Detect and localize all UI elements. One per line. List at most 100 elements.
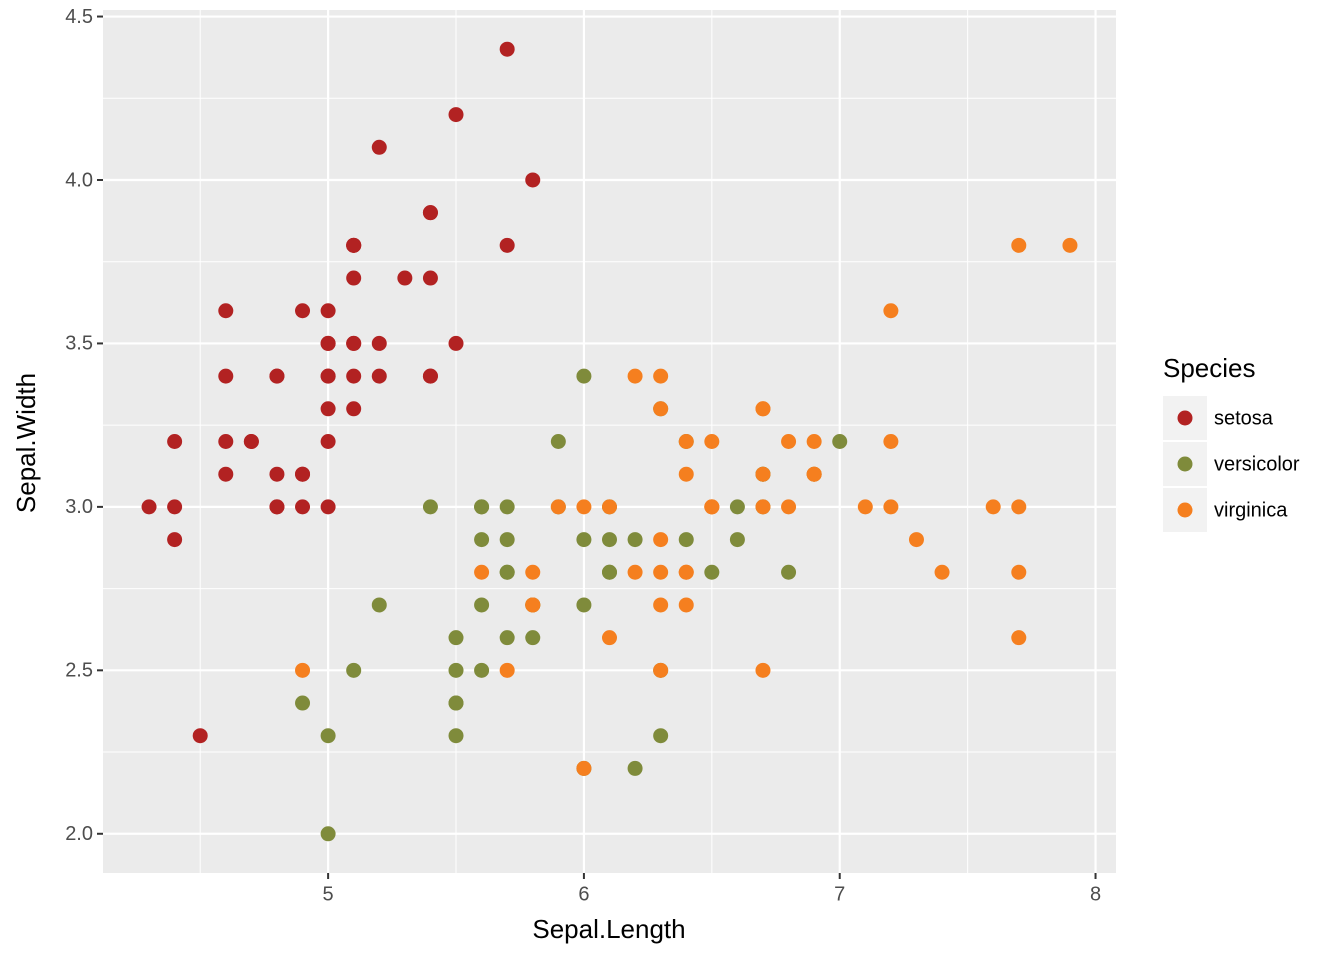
legend-label: versicolor [1214, 453, 1300, 475]
point [729, 499, 745, 515]
legend-label: virginica [1214, 499, 1288, 521]
legend-marker [1177, 456, 1193, 472]
point [653, 728, 669, 744]
point [806, 466, 822, 482]
point [422, 368, 438, 384]
point [602, 630, 617, 646]
point [320, 368, 336, 384]
point [295, 695, 311, 711]
point [627, 368, 643, 384]
point [141, 499, 157, 515]
point [576, 499, 592, 515]
point [346, 270, 362, 286]
point [781, 499, 797, 515]
point [346, 368, 362, 384]
point [422, 205, 438, 221]
point [883, 434, 899, 449]
point [499, 499, 515, 515]
point [525, 172, 541, 188]
point [448, 335, 464, 351]
point [704, 434, 720, 449]
point [678, 434, 694, 449]
point [371, 368, 387, 384]
point [653, 597, 669, 613]
point [269, 499, 285, 515]
x-tick-label: 6 [578, 883, 589, 905]
point [627, 760, 643, 776]
point [602, 532, 617, 548]
point [422, 270, 438, 286]
point [295, 466, 311, 482]
point [678, 564, 694, 580]
point [192, 728, 208, 744]
point [857, 499, 873, 515]
point [678, 597, 694, 613]
point [806, 434, 822, 449]
point [499, 662, 515, 678]
point [167, 434, 183, 449]
y-tick-label: 4.0 [65, 169, 93, 191]
point [320, 401, 336, 417]
point [755, 662, 771, 678]
point [934, 564, 950, 580]
point [576, 368, 592, 384]
point [474, 499, 490, 515]
point [499, 532, 515, 548]
panel [103, 10, 1116, 873]
y-tick-label: 3.0 [65, 496, 93, 518]
point [167, 532, 183, 548]
point [269, 466, 285, 482]
point [218, 466, 234, 482]
y-tick-label: 2.0 [65, 823, 93, 845]
point [576, 532, 592, 548]
point [346, 237, 362, 253]
point [525, 597, 541, 613]
point [755, 499, 771, 515]
point [346, 335, 362, 351]
point [218, 434, 234, 449]
point [550, 434, 566, 449]
point [499, 630, 515, 646]
point [397, 270, 413, 286]
point [295, 499, 311, 515]
point [474, 597, 490, 613]
point [704, 499, 720, 515]
point [448, 662, 464, 678]
point [908, 532, 924, 548]
point [653, 368, 669, 384]
point [985, 499, 1001, 515]
point [755, 401, 771, 417]
point [371, 139, 387, 155]
y-tick-label: 3.5 [65, 333, 93, 355]
point [1011, 237, 1027, 253]
point [1011, 564, 1027, 580]
point [832, 434, 848, 449]
point [243, 434, 259, 449]
point [653, 401, 669, 417]
y-tick-label: 2.5 [65, 660, 93, 682]
point [1011, 499, 1027, 515]
x-axis-title: Sepal.Length [532, 914, 685, 944]
point [678, 532, 694, 548]
x-tick-label: 8 [1090, 883, 1101, 905]
point [448, 695, 464, 711]
point [320, 499, 336, 515]
point [320, 335, 336, 351]
point [320, 728, 336, 744]
point [499, 564, 515, 580]
legend-label: setosa [1214, 407, 1274, 429]
x-tick-label: 5 [323, 883, 334, 905]
point [499, 41, 515, 57]
point [218, 303, 234, 319]
point [448, 107, 464, 123]
point [448, 728, 464, 744]
point [346, 401, 362, 417]
point [602, 499, 617, 515]
point [167, 499, 183, 515]
x-tick-label: 7 [834, 883, 845, 905]
point [1062, 237, 1078, 253]
point [550, 499, 566, 515]
point [627, 564, 643, 580]
point [883, 303, 899, 319]
